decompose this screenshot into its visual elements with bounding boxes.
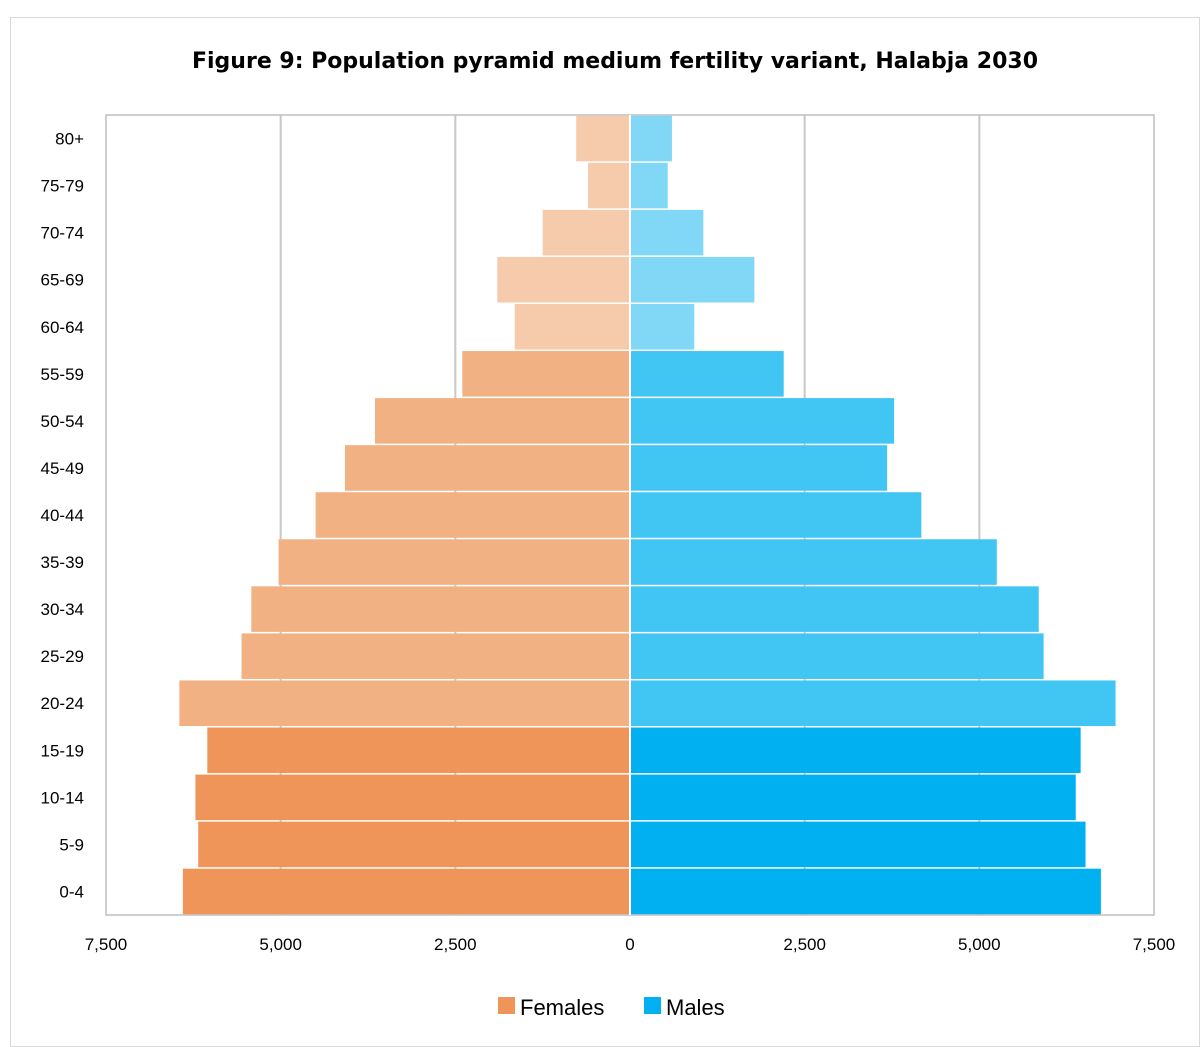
bar-females-60-64 bbox=[514, 303, 630, 350]
y-tick-label: 35-39 bbox=[41, 553, 84, 572]
bar-females-30-34 bbox=[251, 586, 630, 632]
y-axis-tick-labels: 0-4 5-9 10-14 15-19 20-24 25-29 30-34 35-39 40-4… bbox=[41, 130, 85, 902]
x-tick-label: 7,500 bbox=[1133, 935, 1176, 954]
y-tick-label: 45-49 bbox=[41, 459, 84, 478]
legend-swatch-males bbox=[644, 997, 661, 1014]
y-tick-label: 30-34 bbox=[41, 600, 84, 619]
legend-label-males: Males bbox=[666, 995, 725, 1020]
y-tick-label: 10-14 bbox=[41, 788, 84, 807]
y-tick-label: 40-44 bbox=[41, 506, 84, 525]
bar-males-80+ bbox=[630, 115, 672, 162]
bar-males-65-69 bbox=[630, 256, 755, 303]
bar-males-50-54 bbox=[630, 398, 895, 444]
bar-females-35-39 bbox=[278, 539, 630, 585]
y-tick-label: 0-4 bbox=[59, 882, 84, 901]
x-tick-label: 5,000 bbox=[958, 935, 1001, 954]
y-tick-label: 55-59 bbox=[41, 365, 84, 384]
bar-males-15-19 bbox=[630, 727, 1081, 774]
bar-males-45-49 bbox=[630, 445, 888, 491]
bar-females-5-9 bbox=[198, 821, 630, 868]
x-tick-label: 2,500 bbox=[434, 935, 477, 954]
bar-females-0-4 bbox=[182, 868, 630, 915]
bar-males-20-24 bbox=[630, 680, 1116, 727]
bar-males-35-39 bbox=[630, 539, 997, 585]
legend: Females Males bbox=[498, 995, 725, 1020]
y-tick-label: 70-74 bbox=[41, 224, 84, 243]
bar-females-20-24 bbox=[179, 680, 631, 727]
x-tick-label: 5,000 bbox=[259, 935, 302, 954]
legend-swatch-females bbox=[498, 997, 515, 1014]
bar-males-5-9 bbox=[630, 821, 1086, 868]
bar-males-60-64 bbox=[630, 303, 695, 350]
y-tick-label: 5-9 bbox=[59, 835, 84, 854]
bar-females-50-54 bbox=[374, 398, 630, 444]
x-tick-label: 0 bbox=[625, 935, 634, 954]
bar-females-70-74 bbox=[542, 209, 630, 256]
bar-females-55-59 bbox=[462, 351, 630, 397]
bar-females-65-69 bbox=[497, 256, 630, 303]
bar-males-0-4 bbox=[630, 868, 1101, 915]
bar-females-25-29 bbox=[241, 633, 631, 679]
bar-males-70-74 bbox=[630, 209, 704, 256]
y-tick-label: 50-54 bbox=[41, 412, 84, 431]
bar-males-75-79 bbox=[630, 162, 668, 209]
bars bbox=[179, 115, 1116, 915]
y-tick-label: 20-24 bbox=[41, 694, 84, 713]
x-tick-label: 7,500 bbox=[85, 935, 128, 954]
y-tick-label: 80+ bbox=[55, 130, 84, 149]
y-tick-label: 15-19 bbox=[41, 741, 84, 760]
y-tick-label: 60-64 bbox=[41, 318, 84, 337]
bar-females-80+ bbox=[576, 115, 630, 162]
bar-females-75-79 bbox=[588, 162, 630, 209]
bar-females-45-49 bbox=[344, 445, 630, 491]
x-axis-tick-labels: 7,500 5,000 2,500 0 2,500 5,000 7,500 bbox=[85, 935, 1176, 954]
y-tick-label: 25-29 bbox=[41, 647, 84, 666]
bar-males-55-59 bbox=[630, 351, 784, 397]
legend-label-females: Females bbox=[520, 995, 604, 1020]
bar-females-10-14 bbox=[195, 774, 631, 821]
bar-males-25-29 bbox=[630, 633, 1044, 679]
y-tick-label: 65-69 bbox=[41, 271, 84, 290]
bar-males-40-44 bbox=[630, 492, 922, 538]
bar-males-10-14 bbox=[630, 774, 1076, 821]
bar-females-15-19 bbox=[207, 727, 630, 774]
y-tick-label: 75-79 bbox=[41, 177, 84, 196]
chart-title: Figure 9: Population pyramid medium fert… bbox=[192, 49, 1038, 74]
bar-males-30-34 bbox=[630, 586, 1039, 632]
bar-females-40-44 bbox=[315, 492, 630, 538]
x-tick-label: 2,500 bbox=[783, 935, 826, 954]
